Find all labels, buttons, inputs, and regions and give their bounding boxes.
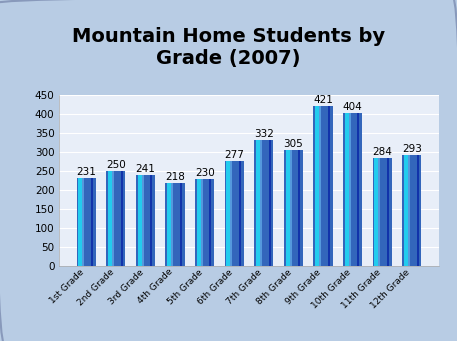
Bar bbox=[225, 161, 244, 266]
Bar bbox=[314, 106, 333, 266]
Text: 404: 404 bbox=[343, 102, 362, 112]
Bar bbox=[256, 140, 260, 266]
Text: 230: 230 bbox=[195, 168, 214, 178]
Bar bbox=[165, 183, 185, 266]
Text: 277: 277 bbox=[224, 150, 244, 160]
Bar bbox=[319, 106, 321, 266]
Bar bbox=[254, 140, 273, 266]
Bar bbox=[402, 155, 421, 266]
Text: 241: 241 bbox=[136, 164, 155, 174]
Bar bbox=[284, 150, 303, 266]
Bar bbox=[345, 113, 349, 266]
Bar bbox=[315, 106, 319, 266]
Bar bbox=[106, 171, 126, 266]
Bar bbox=[82, 178, 85, 266]
Bar bbox=[209, 179, 212, 266]
Bar bbox=[269, 140, 271, 266]
Bar bbox=[260, 140, 262, 266]
Bar bbox=[387, 158, 389, 266]
Bar bbox=[195, 179, 214, 266]
Bar bbox=[226, 161, 231, 266]
Bar bbox=[298, 150, 300, 266]
Text: 250: 250 bbox=[106, 160, 126, 170]
Bar bbox=[77, 178, 96, 266]
Bar bbox=[121, 171, 122, 266]
Bar bbox=[167, 183, 171, 266]
Bar bbox=[180, 183, 182, 266]
Bar bbox=[372, 158, 392, 266]
Text: 284: 284 bbox=[372, 147, 392, 157]
Text: 218: 218 bbox=[165, 172, 185, 182]
Bar bbox=[171, 183, 173, 266]
Bar bbox=[404, 155, 408, 266]
Bar bbox=[91, 178, 93, 266]
Bar bbox=[79, 178, 83, 266]
Bar bbox=[286, 150, 290, 266]
Bar bbox=[374, 158, 378, 266]
Bar bbox=[357, 113, 359, 266]
Bar bbox=[150, 175, 152, 266]
Bar bbox=[290, 150, 292, 266]
Bar bbox=[136, 175, 155, 266]
Bar bbox=[108, 171, 112, 266]
Text: 421: 421 bbox=[313, 95, 333, 105]
Bar bbox=[112, 171, 114, 266]
Bar bbox=[239, 161, 241, 266]
Bar bbox=[343, 113, 362, 266]
Bar bbox=[142, 175, 143, 266]
Bar bbox=[201, 179, 203, 266]
Bar bbox=[378, 158, 380, 266]
Text: 332: 332 bbox=[254, 129, 274, 139]
Text: 293: 293 bbox=[402, 144, 422, 154]
Bar bbox=[417, 155, 419, 266]
Bar bbox=[328, 106, 330, 266]
Text: 231: 231 bbox=[76, 167, 96, 177]
Text: 305: 305 bbox=[284, 139, 303, 149]
Bar bbox=[349, 113, 351, 266]
Bar bbox=[138, 175, 142, 266]
Bar bbox=[408, 155, 410, 266]
Bar bbox=[197, 179, 201, 266]
Bar bbox=[230, 161, 232, 266]
Text: Mountain Home Students by
Grade (2007): Mountain Home Students by Grade (2007) bbox=[72, 27, 385, 68]
